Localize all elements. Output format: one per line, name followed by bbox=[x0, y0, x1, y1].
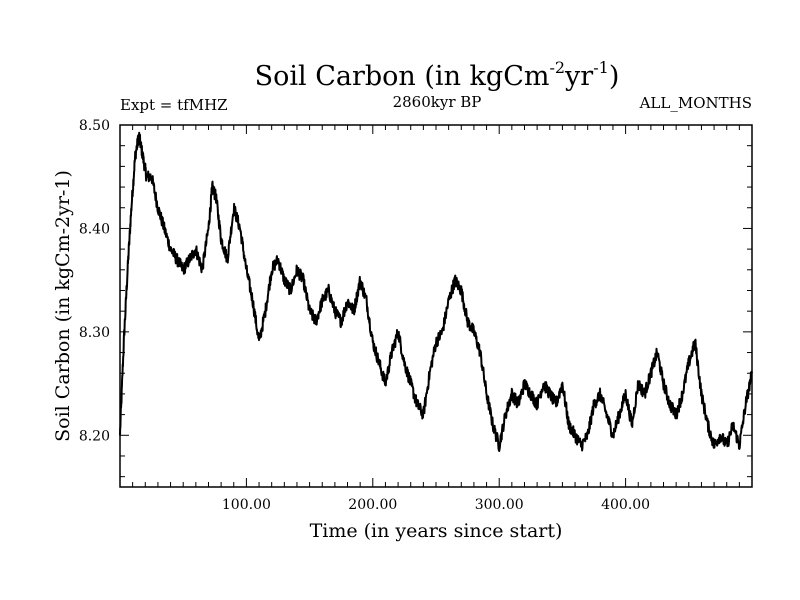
plot-frame bbox=[119, 124, 753, 488]
series-line-soil-carbon bbox=[119, 131, 753, 452]
y-axis-label: Soil Carbon (in kgCm-2yr-1) bbox=[52, 170, 74, 442]
title-main: Soil Carbon (in kgCm bbox=[255, 61, 550, 92]
title-sup-1: -2 bbox=[549, 58, 565, 77]
tick-group bbox=[120, 125, 752, 487]
x-tick-label: 100.00 bbox=[222, 497, 271, 513]
title-sup-2: -1 bbox=[593, 58, 609, 77]
chart-subtitle: 2860kyr BP bbox=[393, 93, 482, 111]
y-tick-label: 8.40 bbox=[79, 221, 110, 237]
tick-label-group: 100.00 200.00 300.00 400.00 8.20 8.30 8.40 8.50 bbox=[79, 118, 650, 513]
x-tick-label: 200.00 bbox=[348, 497, 397, 513]
y-tick-label: 8.30 bbox=[79, 325, 110, 341]
x-axis-label: Time (in years since start) bbox=[310, 520, 563, 542]
chart-title: Soil Carbon (in kgCm-2yr-1) bbox=[255, 58, 620, 92]
expt-label: Expt = tfMHZ bbox=[120, 96, 228, 114]
months-label: ALL_MONTHS bbox=[639, 94, 752, 112]
y-tick-label: 8.50 bbox=[79, 118, 110, 134]
title-mid: yr bbox=[564, 61, 593, 92]
x-tick-label: 400.00 bbox=[601, 497, 650, 513]
y-tick-label: 8.20 bbox=[79, 428, 110, 444]
title-end: ) bbox=[609, 61, 620, 92]
x-tick-label: 300.00 bbox=[475, 497, 524, 513]
